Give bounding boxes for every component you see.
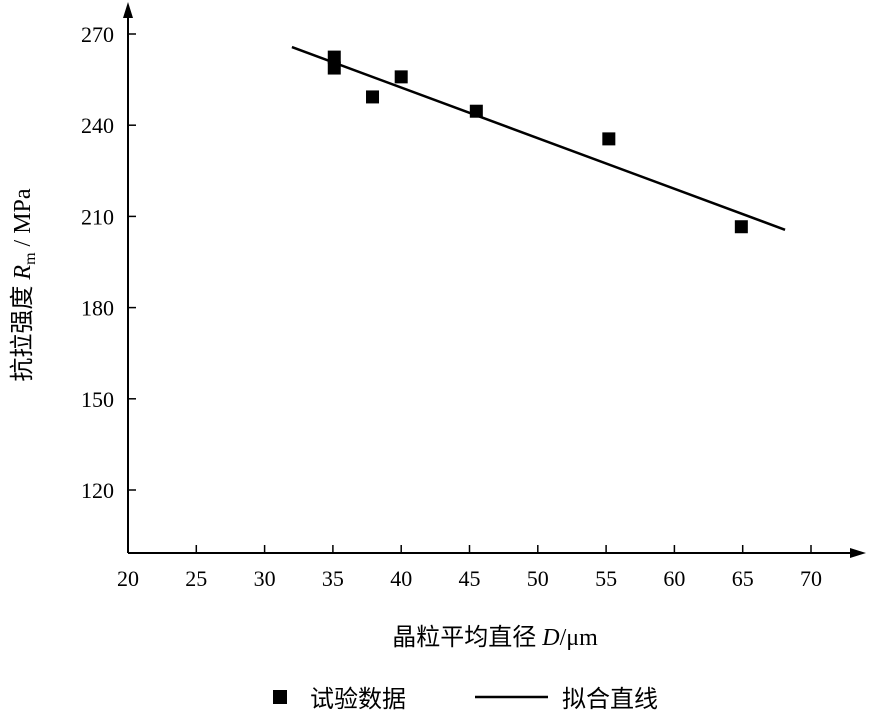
x-axis-title-prefix: 晶粒平均直径 (392, 624, 542, 651)
x-axis-title: 晶粒平均直径 D/μm (392, 624, 598, 651)
legend-label-data: 试验数据 (310, 686, 406, 713)
x-axis-title-var: D (541, 625, 559, 651)
y-tick-label: 270 (81, 22, 114, 47)
y-axis-title-sub: m (22, 252, 39, 265)
legend: 试验数据 拟合直线 (273, 686, 658, 713)
y-tick-label: 180 (81, 296, 114, 321)
y-tick-label: 210 (81, 204, 114, 229)
y-tick-label: 240 (81, 113, 114, 138)
x-axis-arrow (850, 548, 866, 558)
axes (123, 2, 866, 558)
y-axis-arrow (123, 2, 133, 18)
y-axis-title: 抗拉强度 Rm / MPa (9, 188, 39, 381)
y-axis-title-unit: / MPa (10, 188, 36, 252)
x-tick-label: 40 (390, 566, 412, 591)
data-point (366, 90, 380, 104)
x-tick-label: 55 (595, 566, 617, 591)
x-tick-label: 60 (663, 566, 685, 591)
data-point (469, 104, 483, 118)
x-tick-label: 25 (185, 566, 207, 591)
y-tick-label: 120 (81, 478, 114, 503)
x-tick-label: 65 (732, 566, 754, 591)
data-point (327, 61, 341, 75)
y-axis-title-prefix: 抗拉强度 (9, 280, 36, 382)
data-point (394, 70, 408, 84)
data-point (602, 132, 616, 146)
legend-square-marker (273, 690, 287, 704)
x-tick-label: 30 (254, 566, 276, 591)
y-axis-title-var: R (10, 265, 36, 281)
y-tick-label: 150 (81, 387, 114, 412)
x-axis-title-unit: /μm (560, 625, 599, 651)
data-point (734, 220, 748, 234)
legend-label-fit: 拟合直线 (562, 686, 658, 713)
x-tick-label: 50 (527, 566, 549, 591)
x-tick-label: 70 (800, 566, 822, 591)
x-tick-label: 45 (459, 566, 481, 591)
fit-line (291, 45, 786, 231)
x-tick-label: 35 (322, 566, 344, 591)
data-point (327, 50, 341, 64)
x-tick-label: 20 (117, 566, 139, 591)
